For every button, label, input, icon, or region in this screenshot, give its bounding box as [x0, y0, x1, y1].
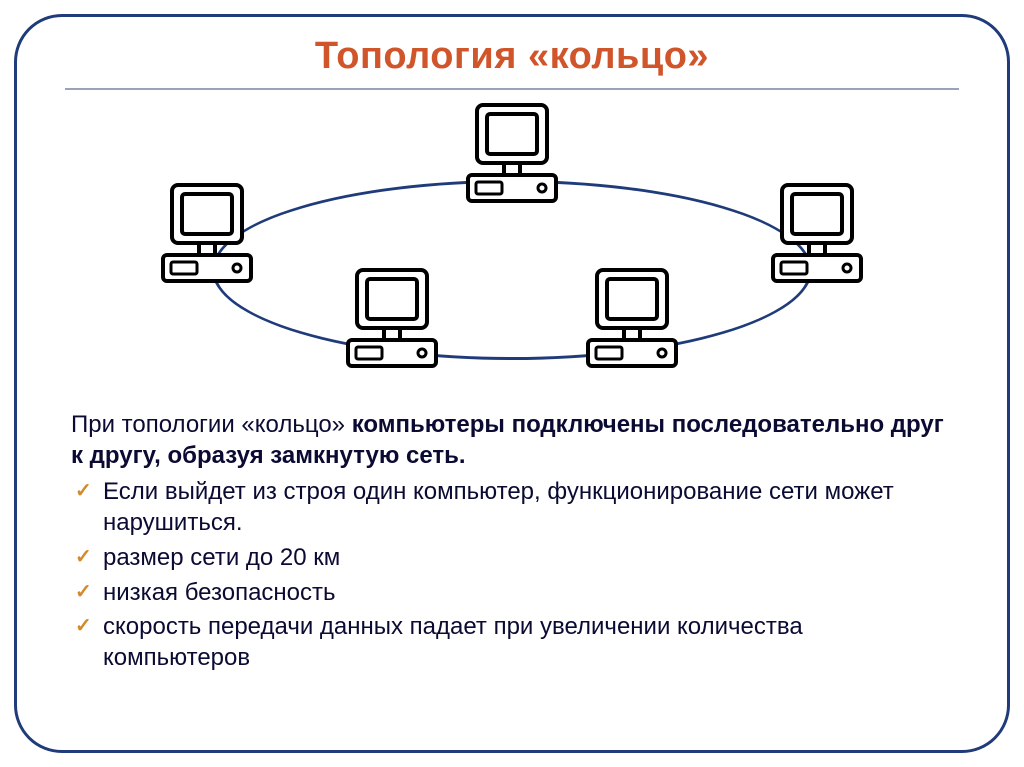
- computer-icon: [462, 100, 562, 210]
- computer-icon: [767, 180, 867, 290]
- slide-frame: Топология «кольцо»: [14, 14, 1010, 753]
- bullet-list: Если выйдет из строя один компьютер, фун…: [71, 477, 947, 673]
- bullet-item: скорость передачи данных падает при увел…: [71, 612, 947, 673]
- lead-plain: При топологии «кольцо»: [71, 411, 352, 438]
- computer-node: [342, 265, 442, 375]
- computer-node: [767, 180, 867, 290]
- computer-node: [462, 100, 562, 210]
- text-content: При топологии «кольцо» компьютеры подклю…: [71, 410, 947, 674]
- ring-topology-diagram: [62, 90, 962, 410]
- lead-paragraph: При топологии «кольцо» компьютеры подклю…: [71, 410, 947, 471]
- computer-icon: [157, 180, 257, 290]
- computer-icon: [582, 265, 682, 375]
- bullet-item: Если выйдет из строя один компьютер, фун…: [71, 477, 947, 538]
- bullet-item: размер сети до 20 км: [71, 543, 947, 574]
- bullet-item: низкая безопасность: [71, 578, 947, 609]
- computer-icon: [342, 265, 442, 375]
- computer-node: [157, 180, 257, 290]
- slide-title: Топология «кольцо»: [17, 35, 1007, 78]
- computer-node: [582, 265, 682, 375]
